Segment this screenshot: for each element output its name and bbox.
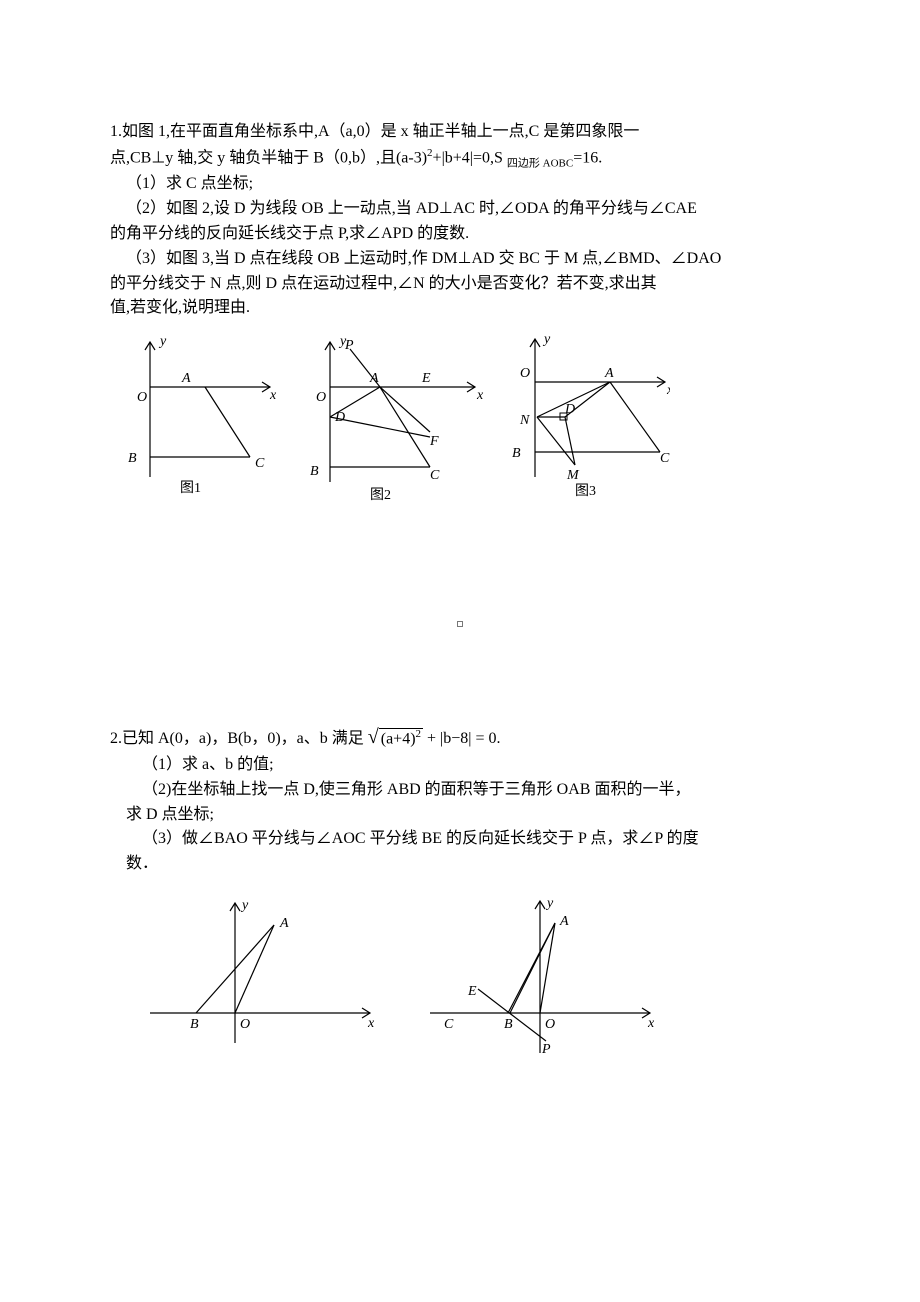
p1-q3-l2: 的平分线交于 N 点,则 D 点在运动过程中,∠N 的大小是否变化？若不变,求出… [110, 272, 810, 297]
svg-text:O: O [137, 390, 147, 405]
p2-figure-left: y x O A B [150, 898, 375, 1043]
p2-q2-l1: （2)在坐标轴上找一点 D,使三角形 ABD 的面积等于三角形 OAB 面积的一… [110, 778, 810, 803]
svg-text:F: F [429, 434, 439, 449]
page: 1.如图 1,在平面直角坐标系中,A（a,0）是 x 轴正半轴上一点,C 是第四… [0, 0, 920, 1143]
svg-text:D: D [334, 410, 345, 425]
svg-text:C: C [444, 1017, 454, 1032]
svg-text:E: E [421, 371, 431, 386]
svg-text:P: P [541, 1042, 551, 1057]
svg-text:x: x [666, 383, 670, 398]
svg-text:D: D [564, 402, 575, 417]
fig1-label: 图1 [180, 481, 201, 496]
fig2-label: 图2 [370, 488, 391, 503]
p1-q3-l3: 值,若变化,说明理由. [110, 296, 810, 321]
p1-figures-svg: y x O A B C 图1 [110, 327, 670, 507]
spacer [110, 522, 810, 722]
figure-2: y x O A E D B C F P 图2 [310, 334, 484, 503]
p2-q3-l1: （3）做∠BAO 平分线与∠AOC 平分线 BE 的反向延长线交于 P 点，求∠… [110, 827, 810, 852]
svg-text:x: x [476, 388, 484, 403]
p1-figures-row: y x O A B C 图1 [110, 327, 810, 516]
svg-text:x: x [269, 388, 277, 403]
svg-text:B: B [190, 1017, 199, 1032]
p1-intro-l2-prefix: 点,CB⊥y 轴,交 y 轴负半轴于 B（0,b）,且(a-3) [110, 149, 427, 166]
plus-sign: + [423, 730, 440, 747]
svg-text:y: y [240, 898, 249, 913]
p2-q1: （1）求 a、b 的值; [110, 753, 810, 778]
svg-text:P: P [344, 338, 354, 353]
p1-intro-line1: 1.如图 1,在平面直角坐标系中,A（a,0）是 x 轴正半轴上一点,C 是第四… [110, 120, 810, 145]
p2-figures-svg: y x O A B y x [110, 883, 670, 1068]
p2-q2-l2: 求 D 点坐标; [110, 803, 810, 828]
svg-text:x: x [367, 1016, 375, 1031]
svg-text:B: B [504, 1017, 513, 1032]
p1-q3-l1: （3）如图 3,当 D 点在线段 OB 上运动时,作 DM⊥AD 交 BC 于 … [110, 247, 810, 272]
p1-q1: （1）求 C 点坐标; [110, 172, 810, 197]
eq-zero: = 0. [471, 730, 500, 747]
svg-text:C: C [430, 468, 440, 483]
svg-text:y: y [545, 896, 554, 911]
svg-text:O: O [520, 366, 530, 381]
p2-formula: √(a+4)2 + |b−8| = 0. [368, 730, 501, 747]
fig3-label: 图3 [575, 484, 596, 499]
problem-1: 1.如图 1,在平面直角坐标系中,A（a,0）是 x 轴正半轴上一点,C 是第四… [110, 120, 810, 516]
p1-q2-l1: （2）如图 2,设 D 为线段 OB 上一动点,当 AD⊥AC 时,∠ODA 的… [110, 197, 810, 222]
p2-intro-prefix: 2.已知 A(0，a)，B(b，0)，a、b 满足 [110, 730, 364, 747]
p1-intro-l2-suffix: +|b+4|=0,S [433, 149, 507, 166]
svg-text:y: y [158, 334, 167, 349]
p2-figures-row: y x O A B y x [110, 883, 810, 1077]
svg-text:A: A [279, 916, 289, 931]
svg-text:E: E [467, 984, 477, 999]
p2-q3-l2: 数． [110, 852, 810, 877]
p2-intro: 2.已知 A(0，a)，B(b，0)，a、b 满足 √(a+4)2 + |b−8… [110, 722, 810, 753]
svg-text:x: x [647, 1016, 655, 1031]
p2-figure-right: y x O A B C E P [430, 896, 655, 1057]
svg-text:B: B [128, 451, 137, 466]
svg-text:C: C [255, 456, 265, 471]
p1-intro-l2-end: =16. [573, 149, 602, 166]
svg-text:M: M [566, 468, 580, 483]
svg-text:O: O [545, 1017, 555, 1032]
svg-text:A: A [604, 366, 614, 381]
center-mark [110, 522, 810, 637]
sqrt-base: (a+4) [381, 730, 416, 747]
square-icon [457, 621, 463, 627]
svg-text:B: B [310, 464, 319, 479]
svg-text:O: O [240, 1017, 250, 1032]
p1-intro-line2: 点,CB⊥y 轴,交 y 轴负半轴于 B（0,b）,且(a-3)2+|b+4|=… [110, 145, 810, 173]
svg-text:A: A [181, 371, 191, 386]
svg-text:B: B [512, 446, 521, 461]
problem-2: 2.已知 A(0，a)，B(b，0)，a、b 满足 √(a+4)2 + |b−8… [110, 722, 810, 1077]
p1-q2-l2: 的角平分线的反向延长线交于点 P,求∠APD 的度数. [110, 222, 810, 247]
figure-3: y x O A D N B M C [512, 332, 670, 499]
figure-1: y x O A B C 图1 [128, 334, 277, 496]
svg-text:N: N [519, 413, 530, 428]
svg-text:C: C [660, 451, 670, 466]
svg-text:A: A [559, 914, 569, 929]
svg-text:O: O [316, 390, 326, 405]
svg-text:y: y [542, 332, 551, 347]
abs-part: |b−8| [440, 730, 471, 747]
area-subscript: 四边形 AOBC [507, 157, 573, 169]
